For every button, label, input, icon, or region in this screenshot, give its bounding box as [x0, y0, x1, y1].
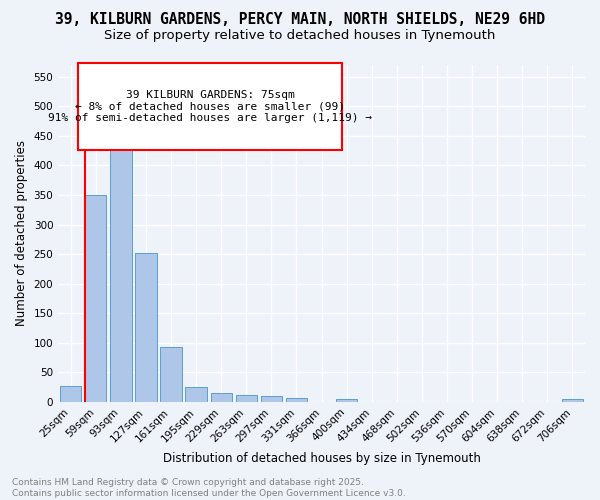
- X-axis label: Distribution of detached houses by size in Tynemouth: Distribution of detached houses by size …: [163, 452, 481, 465]
- Text: Contains HM Land Registry data © Crown copyright and database right 2025.
Contai: Contains HM Land Registry data © Crown c…: [12, 478, 406, 498]
- Text: 39 KILBURN GARDENS: 75sqm
← 8% of detached houses are smaller (99)
91% of semi-d: 39 KILBURN GARDENS: 75sqm ← 8% of detach…: [48, 90, 372, 123]
- Text: 39, KILBURN GARDENS, PERCY MAIN, NORTH SHIELDS, NE29 6HD: 39, KILBURN GARDENS, PERCY MAIN, NORTH S…: [55, 12, 545, 28]
- Bar: [136, 253, 157, 402]
- Bar: [286, 398, 307, 402]
- Bar: [110, 136, 131, 402]
- Bar: [236, 395, 257, 402]
- Bar: [160, 347, 182, 402]
- Bar: [185, 387, 207, 402]
- Bar: [211, 393, 232, 402]
- Text: Size of property relative to detached houses in Tynemouth: Size of property relative to detached ho…: [104, 29, 496, 42]
- Bar: [562, 399, 583, 402]
- Bar: [261, 396, 282, 402]
- Bar: [85, 195, 106, 402]
- Bar: [336, 399, 358, 402]
- Y-axis label: Number of detached properties: Number of detached properties: [15, 140, 28, 326]
- Bar: [60, 386, 82, 402]
